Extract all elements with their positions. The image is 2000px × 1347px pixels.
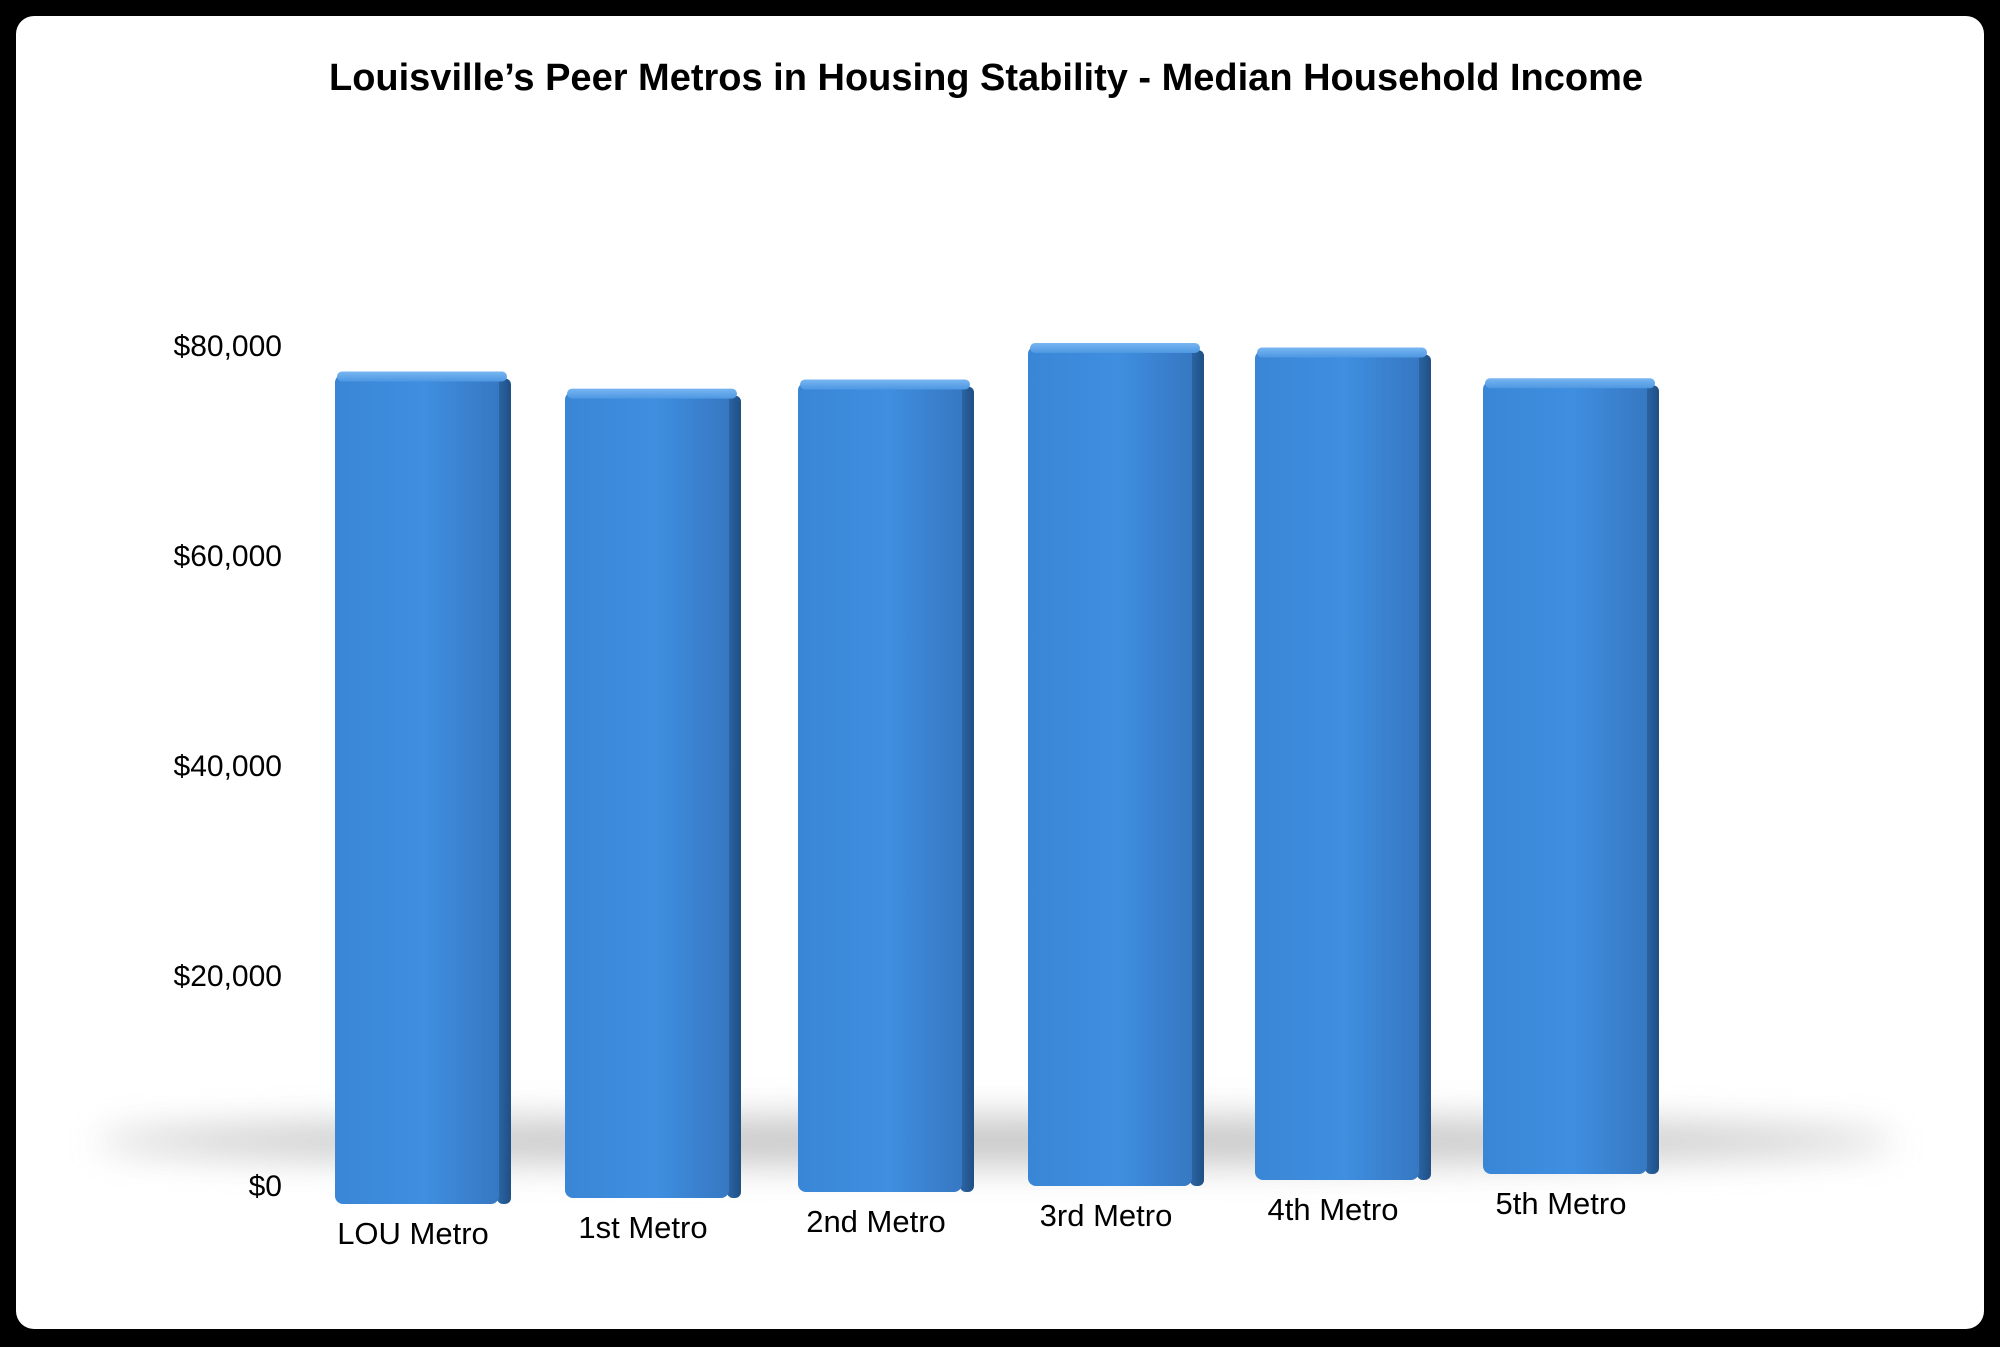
bar-top bbox=[800, 379, 970, 390]
x-category-label: 4th Metro bbox=[1268, 1192, 1399, 1227]
bar-side bbox=[1645, 385, 1659, 1174]
bar-face bbox=[335, 374, 499, 1204]
x-category-label: 1st Metro bbox=[578, 1210, 707, 1245]
bar bbox=[1255, 347, 1431, 1180]
x-category-label: 5th Metro bbox=[1496, 1186, 1627, 1221]
bar-face bbox=[798, 382, 962, 1192]
bar-side bbox=[1190, 350, 1204, 1186]
x-category-label: 3rd Metro bbox=[1040, 1198, 1173, 1233]
x-category-label: LOU Metro bbox=[337, 1216, 489, 1251]
bar-side bbox=[1417, 354, 1431, 1180]
y-tick-label: $80,000 bbox=[174, 330, 282, 363]
bar bbox=[1028, 343, 1204, 1186]
floor-shadow bbox=[96, 1117, 1896, 1165]
chart-canvas: Louisville’s Peer Metros in Housing Stab… bbox=[16, 16, 1984, 1329]
bar bbox=[565, 388, 741, 1199]
y-tick-label: $40,000 bbox=[174, 750, 282, 783]
x-axis: LOU Metro 1st Metro 2nd Metro 3rd Metro 4th … bbox=[337, 1186, 1626, 1251]
y-tick-label: $20,000 bbox=[174, 960, 282, 993]
bar-chart: Louisville’s Peer Metros in Housing Stab… bbox=[96, 57, 1896, 1251]
chart-title: Louisville’s Peer Metros in Housing Stab… bbox=[329, 57, 1643, 99]
x-category-label: 2nd Metro bbox=[806, 1204, 946, 1239]
y-tick-label: $60,000 bbox=[174, 540, 282, 573]
bar-top bbox=[567, 388, 737, 399]
y-axis: $0 $20,000 $40,000 $60,000 $80,000 bbox=[174, 330, 282, 1203]
bar bbox=[1483, 378, 1659, 1174]
bar-top bbox=[1030, 343, 1200, 353]
bar-face bbox=[1028, 346, 1192, 1186]
bar-face bbox=[1255, 350, 1419, 1180]
bar-face bbox=[565, 391, 729, 1199]
bar bbox=[798, 379, 974, 1192]
bar-side bbox=[727, 395, 741, 1199]
bar-top bbox=[1257, 347, 1427, 358]
bar-top bbox=[1485, 378, 1655, 389]
y-tick-label: $0 bbox=[249, 1170, 282, 1203]
bar-side bbox=[497, 378, 511, 1204]
bar-top bbox=[337, 371, 507, 382]
bar-face bbox=[1483, 381, 1647, 1174]
bars-group bbox=[335, 343, 1659, 1204]
bar-side bbox=[960, 386, 974, 1192]
bar bbox=[335, 371, 511, 1204]
